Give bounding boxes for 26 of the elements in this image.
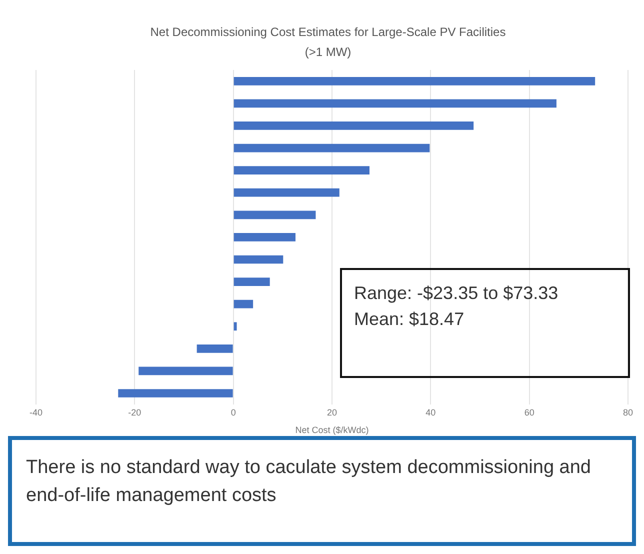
- bar: [234, 278, 270, 286]
- x-axis-title: Net Cost ($/kWdc): [295, 425, 369, 436]
- bar: [234, 233, 296, 242]
- x-tick-label: 20: [326, 407, 338, 418]
- text: There is no standard way to caculate system decommissioning and end-of-life management costs: [8, 436, 636, 546]
- bar: [234, 322, 237, 331]
- bar: [196, 344, 233, 353]
- bar: [234, 99, 556, 108]
- bar: [118, 389, 233, 398]
- bar: [138, 366, 233, 376]
- bar: [234, 144, 430, 152]
- x-tick-label: 80: [622, 407, 633, 418]
- chart-title: Net Decommissioning Cost Estimates for Large-Scale PV Facilities (>1 MW): [149, 24, 507, 61]
- x-tick-label: -20: [128, 407, 142, 418]
- x-tick-label: -40: [29, 407, 43, 418]
- bar: [234, 188, 340, 197]
- x-tick-label: 60: [524, 407, 534, 418]
- bar: [234, 122, 474, 130]
- bar: [234, 300, 254, 308]
- bar: [234, 76, 596, 86]
- x-tick-label: 40: [426, 407, 436, 418]
- bar: [234, 210, 316, 220]
- bar: [234, 166, 370, 174]
- bar: [234, 255, 284, 264]
- annotation: Range: -$23.35 to $73.33 Mean: $18.47: [340, 268, 630, 378]
- x-tick-label: 0: [230, 407, 236, 418]
